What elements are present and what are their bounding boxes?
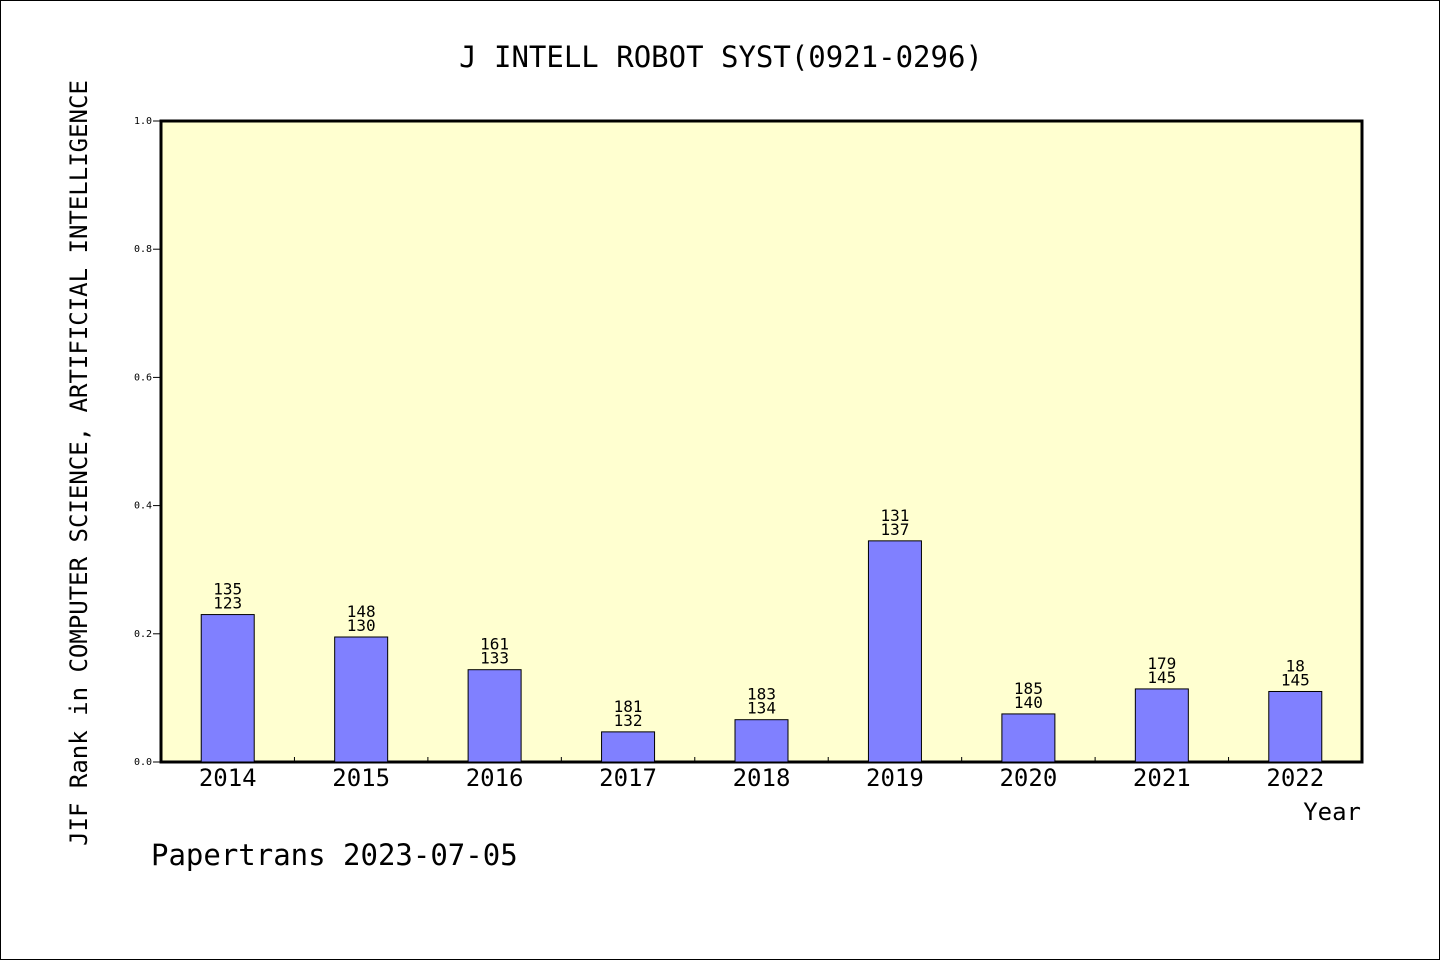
data-label-bottom: 123 — [213, 594, 242, 613]
footer-credit: Papertrans 2023-07-05 — [151, 838, 518, 872]
data-label-bottom: 145 — [1147, 668, 1176, 687]
data-label-top: 161 — [480, 635, 509, 654]
data-label-bottom: 132 — [614, 711, 643, 730]
bar-2019 — [867, 540, 922, 763]
x-axis: 2014 2015 2016 2017 2018 2019 2020 2021 2022 — [199, 757, 1324, 792]
data-label-top: 135 — [213, 580, 242, 599]
y-axis-label: JIF Rank in COMPUTER SCIENCE, ARTIFICIAL… — [65, 80, 93, 846]
data-label-bottom: 133 — [480, 649, 509, 668]
bar-2017 — [601, 731, 656, 763]
y-tick-label: 0.6 — [134, 372, 152, 383]
data-label-top: 179 — [1147, 654, 1176, 673]
data-label-bottom: 137 — [880, 520, 909, 539]
y-tick-label: 0.4 — [134, 501, 152, 512]
bar-2016 — [467, 669, 522, 763]
bar-2015 — [334, 636, 389, 763]
bar-series — [200, 540, 1323, 763]
y-axis: 0.0 0.2 0.4 0.6 0.8 1.0 — [134, 116, 161, 768]
x-tick-label: 2016 — [466, 764, 524, 792]
data-label-bottom: 145 — [1281, 670, 1310, 689]
bar-2018 — [734, 719, 789, 763]
x-tick-label: 2014 — [199, 764, 257, 792]
x-tick-label: 2022 — [1266, 764, 1324, 792]
data-label-bottom: 130 — [347, 616, 376, 635]
bar-2020 — [1001, 713, 1056, 763]
data-label-top: 185 — [1014, 679, 1043, 698]
y-tick-label: 0.8 — [134, 244, 152, 255]
x-tick-label: 2021 — [1133, 764, 1191, 792]
x-tick-label: 2018 — [733, 764, 791, 792]
y-tick-label: 0.0 — [134, 757, 152, 768]
bar-2014 — [200, 614, 255, 763]
bar-2022 — [1268, 690, 1323, 763]
y-tick-label: 1.0 — [134, 116, 152, 127]
x-tick-label: 2017 — [599, 764, 657, 792]
x-tick-label: 2020 — [999, 764, 1057, 792]
x-axis-label: Year — [1303, 798, 1361, 826]
data-label-top: 148 — [347, 602, 376, 621]
bar-2021 — [1134, 688, 1189, 763]
x-tick-label: 2019 — [866, 764, 924, 792]
data-label-top: 183 — [747, 685, 776, 704]
data-label-bottom: 140 — [1014, 693, 1043, 712]
data-label-bottom: 134 — [747, 699, 776, 718]
y-tick-label: 0.2 — [134, 629, 152, 640]
chart-title: J INTELL ROBOT SYST(0921-0296) — [459, 40, 983, 74]
x-tick-label: 2015 — [332, 764, 390, 792]
data-label-top: 131 — [880, 506, 909, 525]
data-label-top: 18 — [1286, 656, 1305, 675]
data-label-top: 181 — [614, 697, 643, 716]
